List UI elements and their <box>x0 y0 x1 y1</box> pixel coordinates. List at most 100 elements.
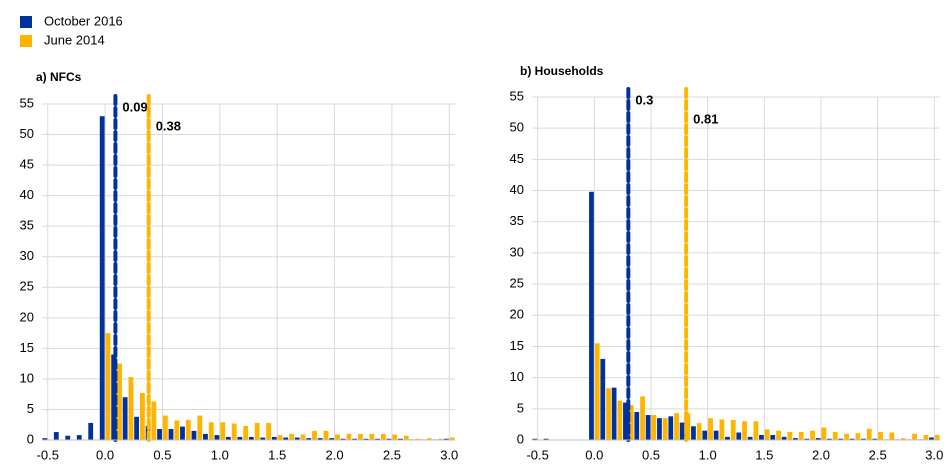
bar <box>900 438 906 440</box>
bar <box>798 431 804 440</box>
x-tick-label: -0.5 <box>37 447 59 462</box>
bar <box>65 435 71 440</box>
bar <box>668 416 674 440</box>
bar <box>708 418 713 440</box>
bar <box>725 436 730 440</box>
bar <box>117 363 122 440</box>
bar <box>736 432 742 440</box>
bar <box>657 418 662 440</box>
x-tick-label: 1.5 <box>268 447 286 462</box>
bar <box>208 422 214 440</box>
bar <box>443 438 449 440</box>
legend-label: June 2014 <box>44 32 105 47</box>
bar <box>815 438 821 440</box>
bar <box>329 438 335 440</box>
y-tick-label: 10 <box>20 370 34 385</box>
bar <box>369 433 375 440</box>
bar <box>849 438 855 440</box>
bar <box>810 430 815 440</box>
bar <box>140 392 145 440</box>
bar <box>855 433 861 440</box>
bar <box>696 423 702 440</box>
bar <box>220 422 226 440</box>
bar <box>53 432 59 440</box>
legend-swatch <box>20 35 32 47</box>
bar <box>398 438 403 440</box>
bar <box>764 429 770 440</box>
bar <box>449 437 455 440</box>
bar <box>392 434 398 440</box>
chart-title: b) Households <box>520 64 604 78</box>
bar <box>543 438 549 440</box>
bar <box>426 438 432 440</box>
y-tick-label: 25 <box>510 276 524 291</box>
bar <box>719 419 725 440</box>
bar <box>844 433 849 440</box>
bar <box>747 436 753 440</box>
x-tick-label: -0.5 <box>526 447 548 462</box>
bar <box>832 431 838 440</box>
bar <box>634 411 640 440</box>
bar <box>335 434 340 440</box>
y-tick-label: 50 <box>510 120 524 135</box>
bar <box>214 435 220 440</box>
bar <box>600 358 606 440</box>
bar <box>645 415 651 440</box>
y-tick-label: 30 <box>510 244 524 259</box>
legend-swatch <box>20 16 32 28</box>
bar <box>294 437 300 440</box>
bar <box>380 433 386 440</box>
bar <box>312 430 317 440</box>
bar <box>594 343 600 440</box>
y-tick-label: 20 <box>20 309 34 324</box>
bar <box>185 419 191 440</box>
bar <box>403 435 409 440</box>
bar <box>702 430 708 440</box>
bar <box>793 438 798 440</box>
bar <box>691 426 696 440</box>
bar <box>878 431 883 440</box>
y-tick-label: 0 <box>27 431 34 446</box>
bar <box>277 435 283 440</box>
y-tick-label: 55 <box>510 88 524 103</box>
bar <box>821 427 827 440</box>
y-tick-label: 5 <box>27 401 34 416</box>
bar <box>415 438 421 440</box>
bar <box>753 421 759 440</box>
bar <box>375 438 380 440</box>
bar <box>674 413 679 440</box>
y-tick-label: 55 <box>20 95 34 110</box>
bar <box>180 426 185 440</box>
bar <box>88 422 94 440</box>
bar <box>589 191 594 440</box>
reference-label: 0.81 <box>693 111 718 126</box>
x-tick-label: 0.0 <box>96 447 114 462</box>
y-tick-label: 0 <box>517 431 524 446</box>
chart-title: a) NFCs <box>36 70 82 84</box>
bar <box>168 429 174 440</box>
bar <box>386 438 392 440</box>
y-tick-label: 30 <box>20 248 34 263</box>
bar <box>271 436 277 440</box>
x-tick-label: 2.5 <box>383 447 401 462</box>
bar <box>134 416 140 440</box>
y-tick-label: 35 <box>510 213 524 228</box>
bar <box>730 420 736 440</box>
bar <box>174 420 180 440</box>
bar <box>306 438 312 440</box>
x-tick-label: 3.0 <box>925 447 943 462</box>
reference-label: 0.38 <box>156 118 181 133</box>
bar <box>742 421 747 440</box>
bar <box>912 433 917 440</box>
x-tick-label: 0.5 <box>642 447 660 462</box>
x-tick-label: 2.5 <box>869 447 887 462</box>
legend-label: October 2016 <box>44 13 123 28</box>
bar <box>934 435 940 440</box>
bar <box>266 422 272 440</box>
bar <box>162 415 168 440</box>
bar <box>300 434 306 440</box>
bar <box>606 388 611 440</box>
bar <box>197 415 203 440</box>
x-tick-label: 0.0 <box>585 447 603 462</box>
bar <box>827 438 832 440</box>
